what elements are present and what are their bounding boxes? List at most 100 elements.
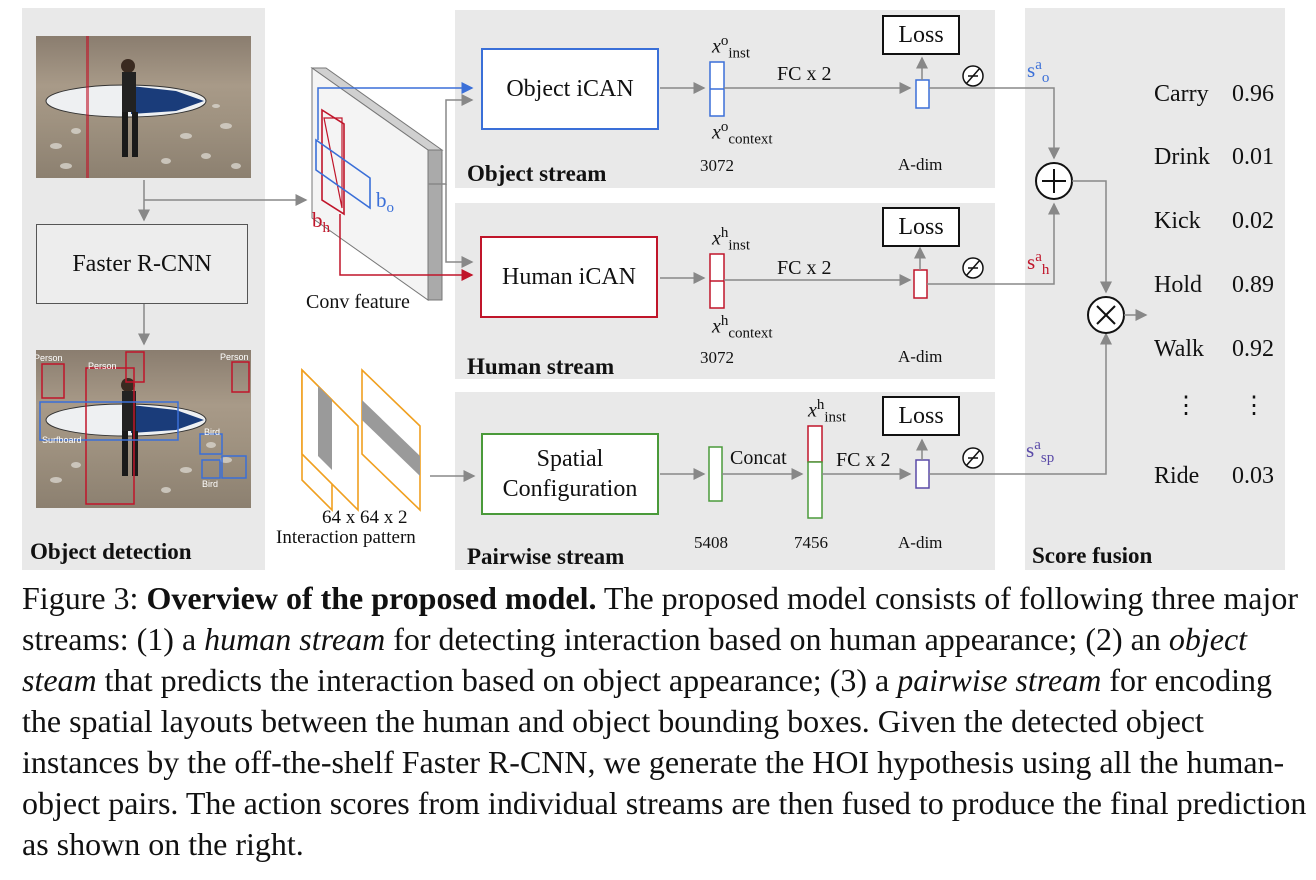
object-score: sao (1027, 58, 1049, 86)
x-sup: h (720, 313, 729, 329)
s-sup: a (1035, 57, 1042, 73)
object-dim: 3072 (700, 156, 734, 175)
detection-image-art (39, 351, 250, 505)
score-action: Kick (1154, 208, 1201, 234)
human-x-context: xhcontext (712, 314, 773, 342)
score-action: Drink (1154, 144, 1210, 170)
score-fusion-title: Score fusion (1032, 543, 1153, 568)
score-action: ⋮ (1174, 393, 1198, 419)
detection-label: Bird (204, 427, 221, 437)
human-x-inst: xhinst (712, 226, 750, 254)
pairwise-score: sasp (1026, 438, 1054, 466)
pairwise-x-inst: xhinst (808, 398, 846, 426)
s-sub: sp (1040, 450, 1055, 467)
faster-rcnn-label: Faster R-CNN (72, 250, 212, 277)
object-x-context: xocontext (712, 120, 773, 148)
pairwise-adim: A-dim (898, 533, 943, 552)
detection-label: Surfboard (42, 435, 82, 445)
score-action: Carry (1154, 81, 1209, 107)
x-letter: x (808, 399, 817, 422)
bo-sub: o (386, 200, 395, 217)
detection-label: Bird (202, 479, 219, 489)
score-value: 0.96 (1232, 81, 1274, 107)
bh-label: bh (312, 210, 330, 236)
object-x-inst: xoinst (712, 34, 750, 62)
score-value: 0.01 (1232, 144, 1274, 170)
human-score: sah (1027, 250, 1049, 278)
score-fusion-panel (1025, 8, 1285, 570)
human-fc: FC x 2 (777, 257, 832, 279)
bh-letter: b (312, 208, 323, 232)
s-letter: s (1026, 438, 1035, 462)
human-ican-box: Human iCAN (480, 236, 658, 318)
loss-label: Loss (898, 213, 944, 240)
x-sub: context (728, 325, 773, 342)
object-fc: FC x 2 (777, 63, 832, 85)
pairwise-fc: FC x 2 (836, 449, 891, 471)
score-value: 0.89 (1232, 272, 1274, 298)
spatial-label-line1: Spatial (536, 446, 604, 472)
human-loss-box: Loss (882, 207, 960, 247)
x-letter: x (712, 121, 721, 144)
object-loss-box: Loss (882, 15, 960, 55)
caption-emph-pairwise-stream: pairwise stream (897, 662, 1102, 698)
caption-text-1: The proposed model consists of following… (22, 580, 1298, 657)
figure-caption: Figure 3: Overview of the proposed model… (22, 578, 1307, 865)
loss-label: Loss (898, 402, 944, 429)
score-value: 0.03 (1232, 463, 1274, 489)
x-letter: x (712, 35, 721, 58)
x-sub: context (728, 131, 773, 148)
s-letter: s (1027, 250, 1036, 274)
s-sub: o (1041, 70, 1050, 87)
x-sup: h (720, 225, 729, 241)
caption-emph-human-stream: human stream (204, 621, 386, 657)
score-value: 0.92 (1232, 336, 1274, 362)
spatial-label-line2: Configuration (502, 476, 638, 502)
input-image (36, 36, 251, 178)
bo-letter: b (376, 188, 387, 212)
s-sup: a (1034, 437, 1041, 453)
bh-sub: h (322, 220, 331, 237)
loss-label: Loss (898, 21, 944, 48)
human-dim: 3072 (700, 348, 734, 367)
caption-text-3: that predicts the interaction based on o… (96, 662, 898, 698)
caption-emph-object-steam: object steam (22, 621, 1248, 698)
s-letter: s (1027, 58, 1036, 82)
score-value: ⋮ (1242, 393, 1266, 419)
interaction-pattern-label: Interaction pattern (276, 527, 416, 548)
object-ican-label: Object iCAN (506, 75, 634, 102)
x-sup: h (816, 397, 825, 413)
pairwise-dim2: 7456 (794, 533, 828, 552)
object-adim: A-dim (898, 155, 943, 174)
human-adim: A-dim (898, 347, 943, 366)
pairwise-concat: Concat (730, 447, 787, 469)
bo-label: bo (376, 190, 394, 216)
x-letter: x (712, 227, 721, 250)
detection-label: Person (88, 361, 117, 371)
caption-title: Overview of the proposed model. (146, 580, 597, 616)
spatial-configuration-box: Spatial Configuration (481, 433, 659, 515)
faster-rcnn-box: Faster R-CNN (36, 224, 248, 304)
x-sub: inst (728, 45, 751, 62)
x-letter: x (712, 315, 721, 338)
conv-feature-label: Conv feature (306, 291, 410, 313)
object-stream-title: Object stream (467, 161, 607, 186)
score-value: 0.02 (1232, 208, 1274, 234)
object-detection-title: Object detection (30, 539, 192, 564)
caption-text-4: for encoding the spatial layouts between… (22, 662, 1307, 862)
object-ican-box: Object iCAN (481, 48, 659, 130)
detection-image: Person Person Person Surfboard Bird Bird (36, 350, 251, 508)
human-ican-label: Human iCAN (502, 263, 636, 290)
score-action: Ride (1154, 463, 1200, 489)
pairwise-dim1: 5408 (694, 533, 728, 552)
x-sub: inst (728, 237, 751, 254)
s-sub: h (1041, 262, 1050, 279)
detection-label: Person (220, 352, 249, 362)
pairwise-stream-title: Pairwise stream (467, 544, 625, 569)
score-action: Walk (1154, 336, 1205, 362)
caption-prefix: Figure 3: (22, 580, 147, 616)
caption-text-2: for detecting interaction based on human… (385, 621, 1169, 657)
interaction-pattern-size: 64 x 64 x 2 (322, 507, 408, 528)
human-stream-title: Human stream (467, 354, 615, 379)
